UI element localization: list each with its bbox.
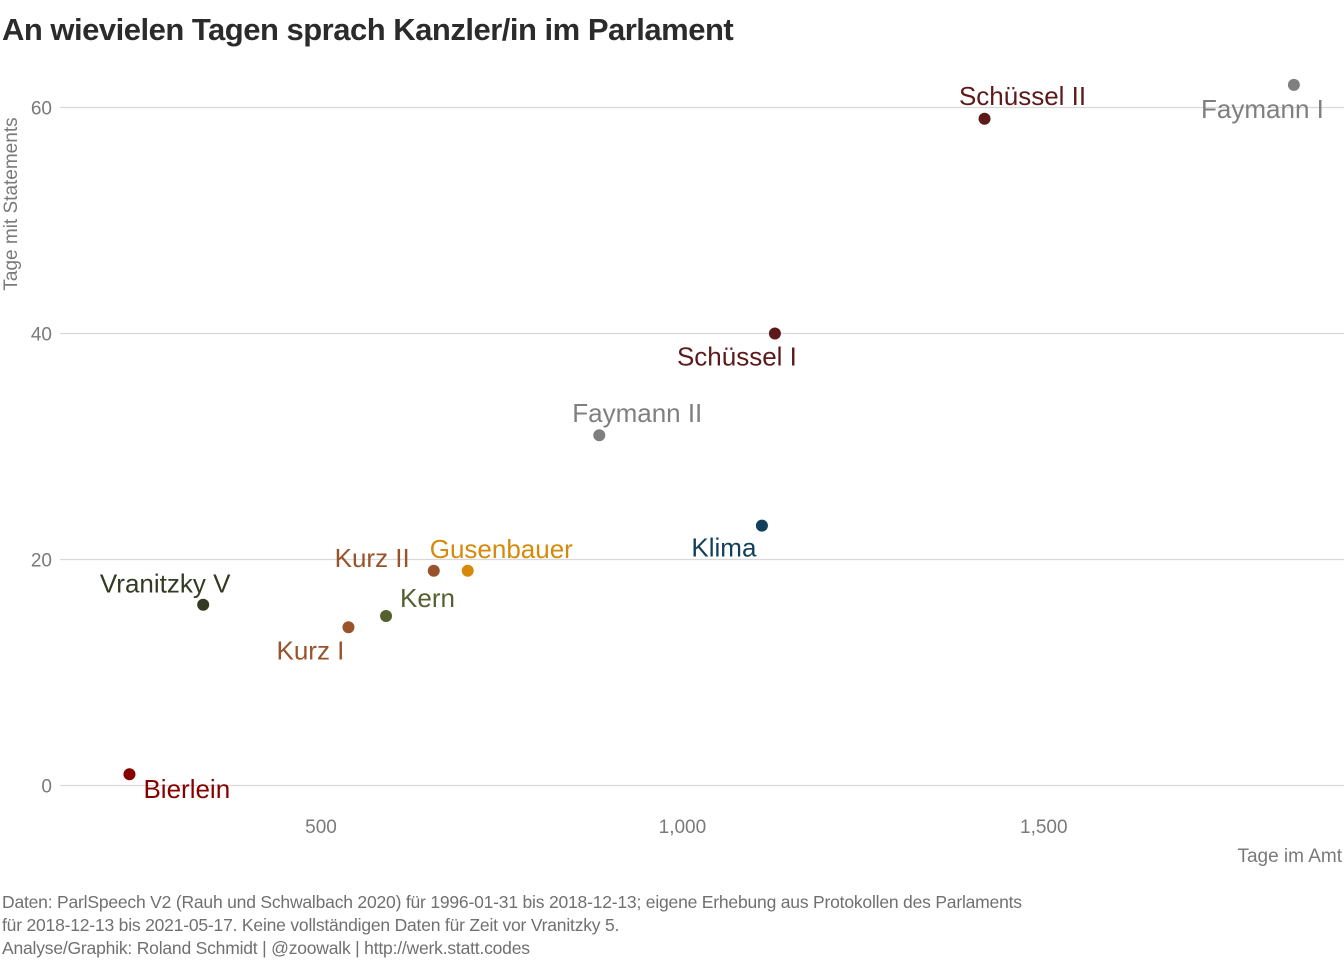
x-tick-label: 500 xyxy=(305,817,337,838)
data-label: Schüssel I xyxy=(677,342,797,372)
x-tick-label: 1,500 xyxy=(1020,817,1068,838)
data-label: Faymann I xyxy=(1201,94,1324,124)
x-axis-label: Tage im Amt xyxy=(1237,846,1342,867)
y-tick-label: 0 xyxy=(41,777,52,798)
data-label: Vranitzky V xyxy=(100,569,231,599)
data-point xyxy=(123,768,136,781)
data-label: Schüssel II xyxy=(959,81,1086,111)
caption-line-2: für 2018-12-13 bis 2021-05-17. Keine vol… xyxy=(2,915,620,935)
y-tick-labels: 0 20 40 60 xyxy=(31,99,52,798)
x-tick-label: 1,000 xyxy=(659,817,707,838)
data-point xyxy=(768,327,781,340)
y-axis-label: Tage mit Statements xyxy=(1,117,22,290)
caption-line-3: Analyse/Graphik: Roland Schmidt | @zoowa… xyxy=(2,938,530,958)
data-point xyxy=(342,621,355,634)
data-point xyxy=(197,598,210,611)
chart-title: An wievielen Tagen sprach Kanzler/in im … xyxy=(2,12,734,47)
data-label: Bierlein xyxy=(143,774,230,804)
data-points xyxy=(123,78,1300,781)
data-label: Klima xyxy=(691,533,757,563)
data-label: Kern xyxy=(400,583,455,613)
gridlines xyxy=(60,106,1344,787)
x-tick-labels: 500 1,000 1,500 xyxy=(305,817,1067,838)
data-label: Kurz II xyxy=(335,543,410,573)
y-tick-label: 40 xyxy=(31,325,52,346)
data-point xyxy=(755,519,768,532)
data-label: Kurz I xyxy=(277,635,345,665)
data-labels: Faymann I Schüssel II Schüssel I Faymann II… xyxy=(100,81,1324,804)
y-tick-label: 20 xyxy=(31,551,52,572)
data-label: Faymann II xyxy=(572,398,702,428)
data-point xyxy=(380,610,393,622)
caption-line-1: Daten: ParlSpeech V2 (Rauh und Schwalbac… xyxy=(2,892,1022,912)
data-point xyxy=(1287,78,1300,91)
data-point xyxy=(593,429,606,442)
data-point xyxy=(427,564,440,577)
y-tick-label: 60 xyxy=(31,99,52,120)
data-label: Gusenbauer xyxy=(430,534,573,564)
data-point xyxy=(978,112,991,125)
data-point xyxy=(461,564,474,577)
